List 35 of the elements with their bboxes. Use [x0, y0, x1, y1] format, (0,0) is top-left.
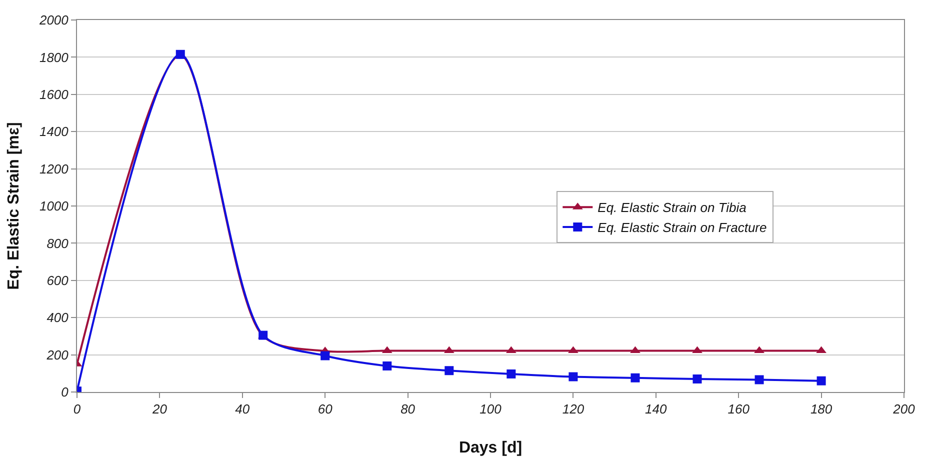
point [630, 373, 640, 382]
x-tick-label: 40 [235, 402, 250, 417]
x-tick-label: 0 [73, 402, 82, 417]
y-tick-label: 1400 [39, 124, 70, 140]
legend-label: Eq. Elastic Strain on Tibia [598, 200, 746, 216]
point [382, 361, 392, 370]
point [816, 376, 826, 386]
y-tick-label: 0 [61, 384, 70, 400]
y-tick-label: 1000 [39, 198, 70, 214]
x-axis-title: Days [d] [458, 439, 522, 456]
y-tick-label: 1200 [39, 161, 70, 176]
y-tick-label: 200 [46, 347, 70, 362]
y-tick-label: 600 [46, 272, 70, 288]
point [754, 375, 764, 384]
x-tick-label: 180 [810, 402, 833, 417]
legend-label: Eq. Elastic Strain on Fracture [598, 220, 767, 236]
x-tick-label: 80 [400, 402, 416, 417]
y-tick-label: 2000 [38, 12, 70, 28]
y-tick-label: 400 [46, 310, 70, 326]
point [444, 366, 454, 376]
x-tick-label: 60 [318, 402, 334, 417]
x-tick-label: 200 [892, 402, 916, 417]
x-tick-label: 160 [728, 402, 750, 417]
point [568, 372, 578, 382]
y-tick-label: 1800 [39, 50, 70, 65]
x-tick-label: 140 [645, 402, 668, 417]
x-tick-label: 20 [151, 402, 168, 417]
point [320, 351, 330, 360]
point [692, 374, 702, 384]
point [506, 369, 516, 378]
x-tick-label: 100 [480, 402, 502, 417]
x-tick-label: 120 [562, 402, 585, 417]
y-tick-label: 800 [46, 236, 70, 251]
y-axis-title: Eq. Elastic Strain [mε] [5, 122, 22, 290]
y-tick-label: 1600 [39, 86, 70, 102]
